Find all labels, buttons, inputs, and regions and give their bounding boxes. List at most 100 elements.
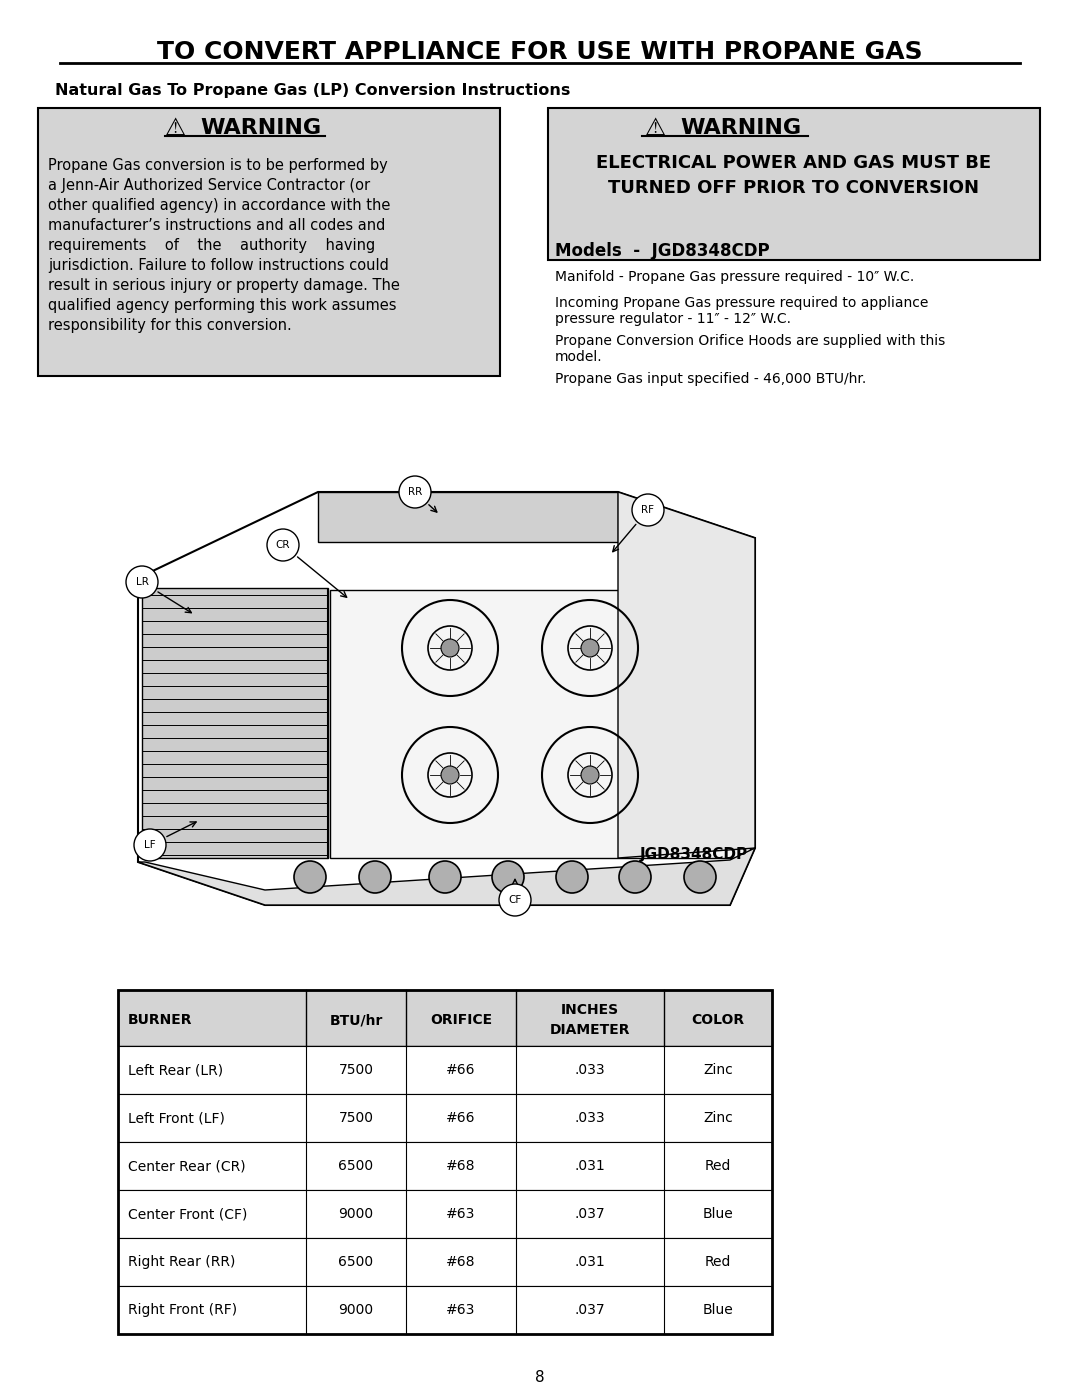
Text: JGD8348CDP: JGD8348CDP: [640, 848, 748, 862]
Text: other qualified agency) in accordance with the: other qualified agency) in accordance wi…: [48, 198, 390, 212]
Text: INCHES: INCHES: [561, 1003, 619, 1017]
FancyBboxPatch shape: [118, 990, 772, 1046]
Text: .031: .031: [575, 1255, 606, 1268]
Text: requirements    of    the    authority    having: requirements of the authority having: [48, 237, 375, 253]
Polygon shape: [618, 492, 755, 858]
Circle shape: [134, 828, 166, 861]
Text: ⚠: ⚠: [645, 116, 665, 140]
Text: LF: LF: [145, 840, 156, 849]
Polygon shape: [138, 848, 755, 905]
Circle shape: [441, 638, 459, 657]
FancyBboxPatch shape: [38, 108, 500, 376]
Circle shape: [294, 861, 326, 893]
Circle shape: [267, 529, 299, 562]
Text: #68: #68: [446, 1160, 476, 1173]
Text: Red: Red: [705, 1160, 731, 1173]
Polygon shape: [318, 492, 618, 542]
Circle shape: [556, 861, 588, 893]
Text: ⚠: ⚠: [164, 116, 186, 140]
Text: manufacturer’s instructions and all codes and: manufacturer’s instructions and all code…: [48, 218, 386, 233]
Text: .033: .033: [575, 1063, 605, 1077]
Text: BTU/hr: BTU/hr: [329, 1013, 382, 1027]
Text: 7500: 7500: [338, 1111, 374, 1125]
Text: #66: #66: [446, 1111, 476, 1125]
Text: Left Rear (LR): Left Rear (LR): [129, 1063, 224, 1077]
Text: COLOR: COLOR: [691, 1013, 744, 1027]
Circle shape: [359, 861, 391, 893]
Text: TO CONVERT APPLIANCE FOR USE WITH PROPANE GAS: TO CONVERT APPLIANCE FOR USE WITH PROPAN…: [158, 41, 922, 64]
Circle shape: [581, 638, 599, 657]
Text: RR: RR: [408, 488, 422, 497]
Text: Models  -  JGD8348CDP: Models - JGD8348CDP: [555, 242, 770, 260]
Text: Red: Red: [705, 1255, 731, 1268]
Text: 8: 8: [536, 1370, 544, 1386]
Text: 9000: 9000: [338, 1207, 374, 1221]
Text: TURNED OFF PRIOR TO CONVERSION: TURNED OFF PRIOR TO CONVERSION: [608, 179, 980, 197]
Text: ELECTRICAL POWER AND GAS MUST BE: ELECTRICAL POWER AND GAS MUST BE: [596, 154, 991, 172]
Text: Zinc: Zinc: [703, 1063, 733, 1077]
Text: jurisdiction. Failure to follow instructions could: jurisdiction. Failure to follow instruct…: [48, 258, 389, 272]
Text: #68: #68: [446, 1255, 476, 1268]
Text: Propane Conversion Orifice Hoods are supplied with this: Propane Conversion Orifice Hoods are sup…: [555, 334, 945, 348]
Text: LR: LR: [136, 577, 148, 587]
Text: Natural Gas To Propane Gas (LP) Conversion Instructions: Natural Gas To Propane Gas (LP) Conversi…: [55, 82, 570, 98]
Text: .037: .037: [575, 1207, 605, 1221]
FancyBboxPatch shape: [118, 1190, 772, 1238]
Text: Incoming Propane Gas pressure required to appliance: Incoming Propane Gas pressure required t…: [555, 296, 929, 310]
Circle shape: [429, 861, 461, 893]
Text: 9000: 9000: [338, 1303, 374, 1317]
Text: CF: CF: [509, 895, 522, 905]
Text: responsibility for this conversion.: responsibility for this conversion.: [48, 319, 292, 332]
Text: Right Rear (RR): Right Rear (RR): [129, 1255, 235, 1268]
Text: #66: #66: [446, 1063, 476, 1077]
Polygon shape: [330, 590, 750, 858]
Text: result in serious injury or property damage. The: result in serious injury or property dam…: [48, 278, 400, 293]
Circle shape: [632, 495, 664, 527]
Text: Center Rear (CR): Center Rear (CR): [129, 1160, 245, 1173]
Text: CR: CR: [275, 541, 291, 550]
Circle shape: [684, 861, 716, 893]
Text: DIAMETER: DIAMETER: [550, 1023, 631, 1037]
Text: Zinc: Zinc: [703, 1111, 733, 1125]
FancyBboxPatch shape: [118, 1238, 772, 1287]
Text: Blue: Blue: [703, 1303, 733, 1317]
Circle shape: [619, 861, 651, 893]
Text: pressure regulator - 11″ - 12″ W.C.: pressure regulator - 11″ - 12″ W.C.: [555, 312, 791, 326]
Text: WARNING: WARNING: [680, 117, 801, 138]
Circle shape: [581, 766, 599, 784]
FancyBboxPatch shape: [118, 1046, 772, 1094]
Text: Left Front (LF): Left Front (LF): [129, 1111, 225, 1125]
Text: #63: #63: [446, 1207, 475, 1221]
Polygon shape: [138, 492, 755, 905]
Text: #63: #63: [446, 1303, 475, 1317]
Text: Manifold - Propane Gas pressure required - 10″ W.C.: Manifold - Propane Gas pressure required…: [555, 270, 915, 284]
Polygon shape: [141, 588, 328, 858]
Circle shape: [499, 884, 531, 916]
Text: model.: model.: [555, 351, 603, 365]
Text: qualified agency performing this work assumes: qualified agency performing this work as…: [48, 298, 396, 313]
Circle shape: [441, 766, 459, 784]
Circle shape: [126, 566, 158, 598]
Text: Propane Gas input specified - 46,000 BTU/hr.: Propane Gas input specified - 46,000 BTU…: [555, 372, 866, 386]
Text: .037: .037: [575, 1303, 605, 1317]
Text: Right Front (RF): Right Front (RF): [129, 1303, 238, 1317]
FancyBboxPatch shape: [118, 1141, 772, 1190]
Text: .031: .031: [575, 1160, 606, 1173]
Text: BURNER: BURNER: [129, 1013, 192, 1027]
Text: 6500: 6500: [338, 1160, 374, 1173]
Text: Propane Gas conversion is to be performed by: Propane Gas conversion is to be performe…: [48, 158, 388, 173]
Text: Center Front (CF): Center Front (CF): [129, 1207, 247, 1221]
Text: .033: .033: [575, 1111, 605, 1125]
FancyBboxPatch shape: [118, 1287, 772, 1334]
Text: RF: RF: [642, 504, 654, 515]
Text: ORIFICE: ORIFICE: [430, 1013, 492, 1027]
Text: 7500: 7500: [338, 1063, 374, 1077]
FancyBboxPatch shape: [118, 1094, 772, 1141]
Text: a Jenn-Air Authorized Service Contractor (or: a Jenn-Air Authorized Service Contractor…: [48, 177, 370, 193]
FancyBboxPatch shape: [548, 108, 1040, 260]
Text: Blue: Blue: [703, 1207, 733, 1221]
Circle shape: [492, 861, 524, 893]
Text: 6500: 6500: [338, 1255, 374, 1268]
Circle shape: [399, 476, 431, 509]
Text: WARNING: WARNING: [200, 117, 321, 138]
